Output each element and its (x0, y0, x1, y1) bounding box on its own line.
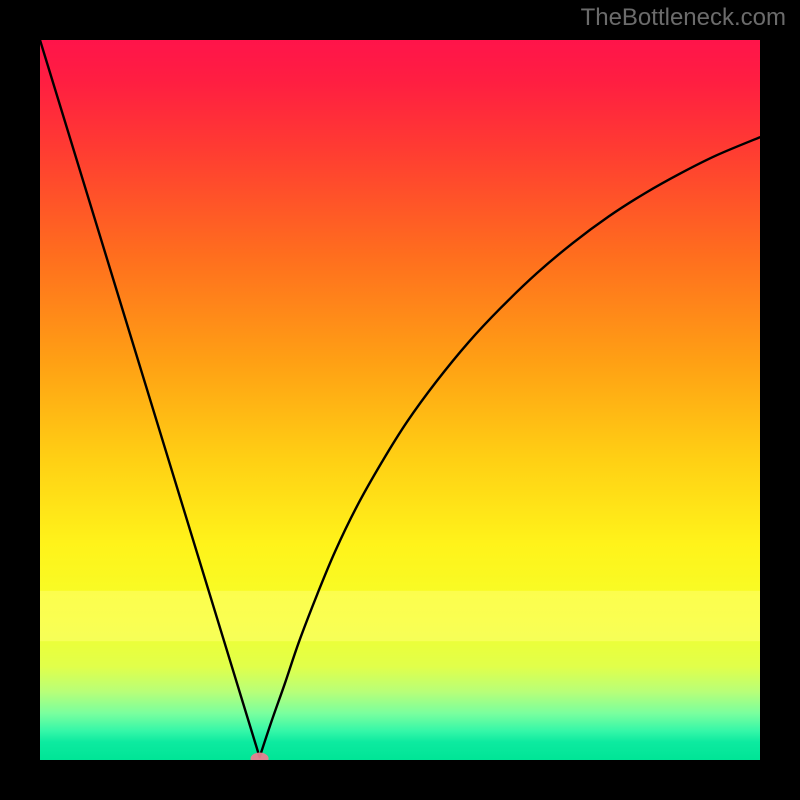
chart-container: TheBottleneck.com (0, 0, 800, 800)
highlight-band (40, 591, 760, 641)
bottleneck-chart (0, 0, 800, 800)
plot-background (40, 40, 760, 760)
